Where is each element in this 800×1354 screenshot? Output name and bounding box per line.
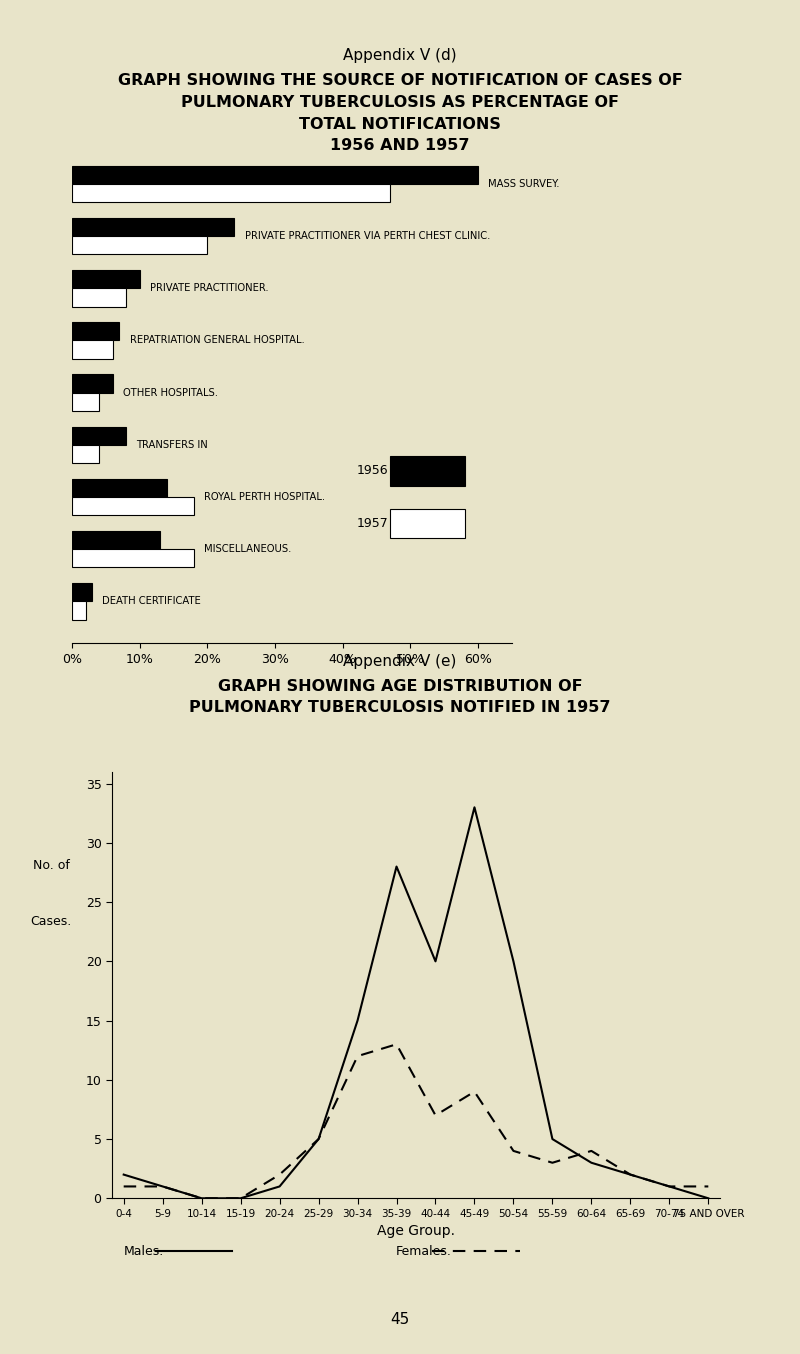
Bar [72, 550, 194, 567]
Bar [72, 497, 194, 516]
Bar [72, 236, 207, 255]
Bar [72, 584, 92, 601]
Text: TOTAL NOTIFICATIONS: TOTAL NOTIFICATIONS [299, 116, 501, 131]
Text: ROYAL PERTH HOSPITAL.: ROYAL PERTH HOSPITAL. [204, 492, 325, 502]
Text: GRAPH SHOWING THE SOURCE OF NOTIFICATION OF CASES OF: GRAPH SHOWING THE SOURCE OF NOTIFICATION… [118, 73, 682, 88]
Bar [72, 427, 126, 445]
Bar [72, 445, 99, 463]
Text: Appendix V (d): Appendix V (d) [343, 47, 457, 62]
Bar [390, 509, 465, 538]
Text: PULMONARY TUBERCULOSIS NOTIFIED IN 1957: PULMONARY TUBERCULOSIS NOTIFIED IN 1957 [190, 700, 610, 715]
Text: OTHER HOSPITALS.: OTHER HOSPITALS. [122, 387, 218, 398]
Bar [390, 456, 465, 486]
Text: REPATRIATION GENERAL HOSPITAL.: REPATRIATION GENERAL HOSPITAL. [130, 336, 304, 345]
Text: Appendix V (e): Appendix V (e) [343, 654, 457, 669]
Bar [72, 393, 99, 410]
Bar [72, 218, 234, 236]
Bar [72, 479, 166, 497]
Bar [72, 375, 113, 393]
Bar [72, 531, 160, 550]
Text: 1956: 1956 [356, 464, 388, 478]
Bar [72, 269, 140, 288]
Text: 1956 AND 1957: 1956 AND 1957 [330, 138, 470, 153]
Text: PRIVATE PRACTITIONER VIA PERTH CHEST CLINIC.: PRIVATE PRACTITIONER VIA PERTH CHEST CLI… [245, 232, 490, 241]
Text: PRIVATE PRACTITIONER.: PRIVATE PRACTITIONER. [150, 283, 269, 294]
Bar [72, 322, 119, 340]
Bar [72, 165, 478, 184]
Bar [72, 288, 126, 306]
Text: GRAPH SHOWING AGE DISTRIBUTION OF: GRAPH SHOWING AGE DISTRIBUTION OF [218, 678, 582, 693]
Bar [72, 340, 113, 359]
Text: 1957: 1957 [356, 517, 388, 529]
Text: TRANSFERS IN: TRANSFERS IN [136, 440, 208, 450]
Text: DEATH CERTIFICATE: DEATH CERTIFICATE [102, 596, 202, 607]
Text: PULMONARY TUBERCULOSIS AS PERCENTAGE OF: PULMONARY TUBERCULOSIS AS PERCENTAGE OF [181, 95, 619, 110]
Text: Cases.: Cases. [30, 914, 72, 927]
Text: 45: 45 [390, 1312, 410, 1327]
Text: Males.: Males. [124, 1244, 164, 1258]
Text: No. of: No. of [33, 858, 70, 872]
Bar [72, 184, 390, 202]
Text: MASS SURVEY.: MASS SURVEY. [488, 179, 560, 190]
X-axis label: Age Group.: Age Group. [377, 1224, 455, 1239]
Text: Females.: Females. [396, 1244, 452, 1258]
Text: MISCELLANEOUS.: MISCELLANEOUS. [204, 544, 291, 554]
Bar [72, 601, 86, 620]
